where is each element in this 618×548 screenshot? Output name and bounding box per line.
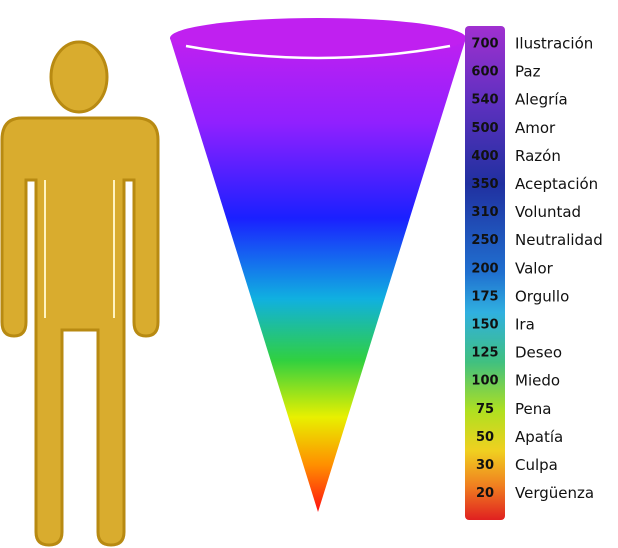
level-label: Aceptación [515, 175, 598, 193]
person-figure [2, 42, 158, 545]
level-value: 100 [471, 374, 498, 389]
level-value: 75 [476, 402, 494, 417]
level-label: Apatía [515, 428, 563, 446]
level-label: Pena [515, 400, 551, 418]
level-label: Vergüenza [515, 484, 594, 502]
level-value: 600 [471, 65, 498, 80]
level-value: 310 [471, 205, 498, 220]
level-label: Paz [515, 63, 541, 81]
level-value: 350 [471, 177, 498, 192]
level-label: Neutralidad [515, 231, 603, 249]
diagram: 700 Ilustración 600 Paz 540 Alegría 500 Amor 400… [0, 0, 618, 548]
level-value: 200 [471, 261, 498, 276]
level-label: Ira [515, 316, 535, 334]
cone [170, 18, 466, 512]
level-value: 50 [476, 430, 494, 445]
level-value: 150 [471, 318, 498, 333]
level-value: 700 [471, 37, 498, 52]
level-value: 250 [471, 233, 498, 248]
level-label: Orgullo [515, 287, 569, 305]
level-value: 20 [476, 486, 494, 501]
level-value: 30 [476, 458, 494, 473]
level-label: Amor [515, 119, 556, 137]
level-label: Valor [515, 259, 554, 277]
level-value: 500 [471, 121, 498, 136]
level-label: Ilustración [515, 35, 593, 53]
level-value: 540 [471, 93, 498, 108]
level-value: 400 [471, 149, 498, 164]
level-label: Miedo [515, 372, 560, 390]
level-label: Razón [515, 147, 561, 165]
level-value: 175 [471, 289, 498, 304]
level-label: Voluntad [515, 203, 581, 221]
level-label: Culpa [515, 456, 558, 474]
level-value: 125 [471, 346, 498, 361]
level-label: Alegría [515, 91, 568, 109]
level-list: 700 Ilustración 600 Paz 540 Alegría 500 Amor 400… [471, 35, 602, 503]
level-label: Deseo [515, 344, 562, 362]
